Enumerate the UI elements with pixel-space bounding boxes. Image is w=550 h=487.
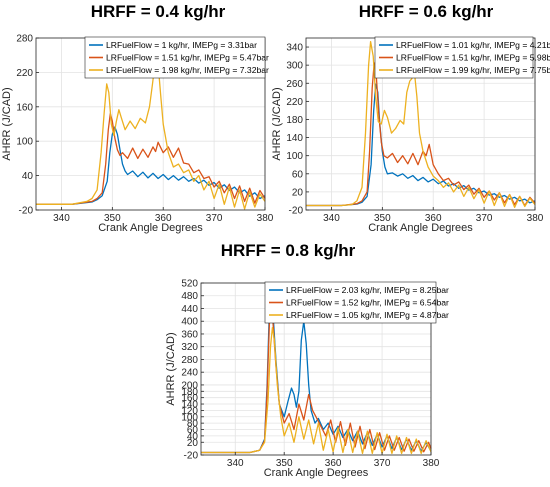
y-tick-label: 480 [181,291,198,302]
y-tick-label: -20 [19,206,34,217]
y-axis-label: AHRR (J/CAD) [271,87,283,160]
x-tick-label: 370 [206,213,223,224]
y-tick-label: 160 [16,102,33,113]
x-tick-label: 370 [374,458,391,469]
y-tick-label: 100 [286,151,303,162]
y-tick-label: 180 [181,387,198,398]
y-tick-label: 40 [22,171,34,182]
x-tick-label: 380 [423,458,440,469]
chart-1: HRFF = 0.4 kg/hr 340 350 360 370 380 -20 40 100 1… [1,2,274,234]
legend-box [264,281,437,324]
legend-entry: LRFuelFlow = 1 kg/hr, IMEPg = 3.31bar [106,40,257,50]
x-tick-label: 350 [104,213,121,224]
y-tick-label: 80 [187,419,199,430]
y-tick-label: 400 [181,317,198,328]
x-axis-label: Crank Angle Degrees [98,222,203,234]
chart-title: HRFF = 0.8 kg/hr [221,241,356,260]
y-tick-label: 440 [181,304,198,315]
x-axis-label: Crank Angle Degrees [368,222,473,234]
x-tick-label: 340 [53,213,70,224]
legend-entry: LRFuelFlow = 1.99 kg/hr, IMEPg = 7.75bar [396,65,550,75]
y-tick-label: 140 [181,400,198,411]
legend: LRFuelFlow = 2.03 kg/hr, IMEPg = 8.25bar… [264,281,449,324]
x-tick-label: 350 [276,458,293,469]
x-axis-label: Crank Angle Degrees [264,467,369,479]
y-tick-label: 260 [286,79,303,90]
y-tick-label: 20 [292,187,304,198]
x-tick-label: 380 [527,213,544,224]
x-tick-label: 380 [257,213,274,224]
x-tick-label: 360 [155,213,172,224]
y-tick-label: 220 [286,97,303,108]
x-tick-label: 340 [323,213,340,224]
series-line-3 [306,40,536,208]
y-tick-label: 140 [286,133,303,144]
y-tick-label: 60 [187,425,199,436]
y-tick-label: 120 [181,406,198,417]
x-tick-label: 360 [325,458,342,469]
y-tick-label: 20 [187,438,199,449]
y-tick-label: 240 [181,368,198,379]
x-tick-label: 350 [374,213,391,224]
legend-entry: LRFuelFlow = 1.52 kg/hr, IMEPg = 6.54bar [286,298,449,308]
y-tick-label: 320 [181,342,198,353]
legend: LRFuelFlow = 1 kg/hr, IMEPg = 3.31bar LRF… [84,36,269,79]
legend-entry: LRFuelFlow = 2.03 kg/hr, IMEPg = 8.25bar [286,285,449,295]
y-tick-label: 40 [187,431,199,442]
chart-title: HRFF = 0.6 kg/hr [359,2,494,21]
y-tick-label: 220 [16,68,33,79]
y-axis-label: AHRR (J/CAD) [1,87,13,160]
y-tick-label: -20 [289,206,304,217]
y-tick-label: 200 [181,380,198,391]
y-tick-label: 100 [181,412,198,423]
series-line-3 [201,326,432,455]
y-tick-label: 300 [286,61,303,72]
x-tick-label: 360 [425,213,442,224]
y-tick-label: 360 [181,329,198,340]
y-tick-label: 280 [181,355,198,366]
chart-title: HRFF = 0.4 kg/hr [91,2,226,21]
chart-3: HRFF = 0.8 kg/hr 340 350 360 370 380 -20 204060… [165,241,449,479]
y-tick-label: 100 [16,137,33,148]
y-tick-label: 280 [16,34,33,45]
y-tick-label: 340 [286,43,303,54]
series-line-2 [36,113,266,205]
legend-entry: LRFuelFlow = 1.51 kg/hr, IMEPg = 5.98bar [396,53,550,63]
legend-box [374,36,534,79]
y-tick-label: 60 [292,169,304,180]
legend-box [84,36,266,79]
x-tick-label: 370 [476,213,493,224]
legend-entry: LRFuelFlow = 1.01 kg/hr, IMEPg = 4.21bar [396,40,550,50]
legend-entry: LRFuelFlow = 1.98 kg/hr, IMEPg = 7.32bar [106,65,269,75]
y-tick-label: 180 [286,115,303,126]
y-tick-label: -20 [184,451,199,462]
y-axis-label: AHRR (J/CAD) [165,332,177,405]
x-tick-label: 340 [227,458,244,469]
legend: LRFuelFlow = 1.01 kg/hr, IMEPg = 4.21bar… [374,36,550,79]
chart-2: HRFF = 0.6 kg/hr 340 350 360 370 380 -20 20 60 10… [271,2,550,234]
legend-entry: LRFuelFlow = 1.05 kg/hr, IMEPg = 4.87bar [286,310,449,320]
y-tick-label: 520 [181,279,198,290]
legend-entry: LRFuelFlow = 1.51 kg/hr, IMEPg = 5.47bar [106,53,269,63]
y-tick-label: 160 [181,393,198,404]
